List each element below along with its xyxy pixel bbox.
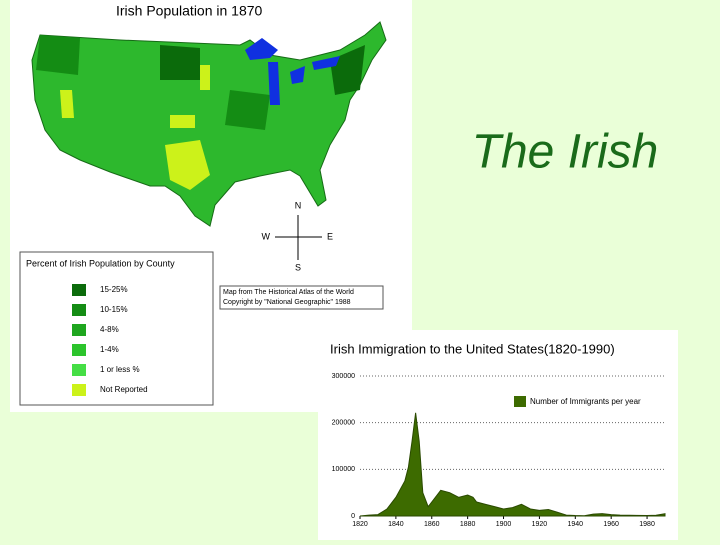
- map-legend-box: [19, 251, 214, 406]
- region-dark: [36, 35, 80, 75]
- legend-swatch: [72, 384, 86, 396]
- legend-label: Number of Immigrants per year: [530, 397, 641, 406]
- lake: [245, 38, 278, 60]
- region-yellow: [165, 140, 210, 190]
- chart-title: Irish Immigration to the United States(1…: [330, 341, 615, 356]
- legend-label: 15-25%: [100, 285, 128, 294]
- compass-n: N: [295, 200, 302, 210]
- legend-swatch: [72, 344, 86, 356]
- compass-w: W: [262, 231, 271, 241]
- legend-label: 1-4%: [100, 345, 119, 354]
- x-tick-label: 1980: [639, 521, 655, 528]
- y-tick-label: 200000: [332, 420, 355, 427]
- legend-swatch: [72, 284, 86, 296]
- x-tick-label: 1880: [460, 521, 476, 528]
- lake: [268, 62, 280, 105]
- lake: [290, 66, 305, 84]
- area: [359, 412, 666, 517]
- map-legend: 15-25% 10-15% 4-8% 1-4% 1 or less % Not Repor…: [72, 284, 148, 396]
- region-yellow: [170, 115, 195, 128]
- x-tick-label: 1900: [496, 521, 512, 528]
- x-tick-label: 1960: [603, 521, 619, 528]
- chart: 0 100000 200000 300000 1820 1840 1860 1880 1900 1…: [332, 373, 666, 528]
- x-tick-label: 1820: [352, 521, 368, 528]
- legend-swatch: [72, 304, 86, 316]
- lake: [312, 56, 340, 70]
- region-yellow: [200, 65, 210, 90]
- legend-label: 10-15%: [100, 305, 128, 314]
- map-legend-title: Percent of Irish Population by County: [26, 258, 175, 268]
- chart-panel: [318, 330, 678, 540]
- legend-label: 1 or less %: [100, 365, 140, 374]
- source-box: [219, 285, 384, 310]
- region-yellow: [60, 90, 74, 118]
- legend-swatch: [514, 396, 526, 407]
- source-line: Copyright by "National Geographic" 1988: [223, 299, 351, 306]
- region-dark: [225, 90, 270, 130]
- x-tick-label: 1920: [532, 521, 548, 528]
- slide-title: The Irish: [472, 126, 659, 179]
- legend-swatch: [72, 364, 86, 376]
- legend-label: 4-8%: [100, 325, 119, 334]
- source-line: Map from The Historical Atlas of the Wor…: [223, 289, 354, 296]
- compass-e: E: [327, 231, 333, 241]
- y-tick-label: 100000: [332, 466, 355, 473]
- compass-s: S: [295, 262, 301, 272]
- map-title: Irish Population in 1870: [116, 3, 263, 19]
- x-tick-label: 1860: [424, 521, 440, 528]
- x-tick-label: 1840: [388, 521, 404, 528]
- y-tick-label: 300000: [332, 373, 355, 380]
- x-tick-label: 1940: [568, 521, 584, 528]
- y-tick-label: 0: [351, 513, 355, 520]
- legend-label: Not Reported: [100, 385, 148, 394]
- legend-swatch: [72, 324, 86, 336]
- region-dark: [160, 45, 200, 80]
